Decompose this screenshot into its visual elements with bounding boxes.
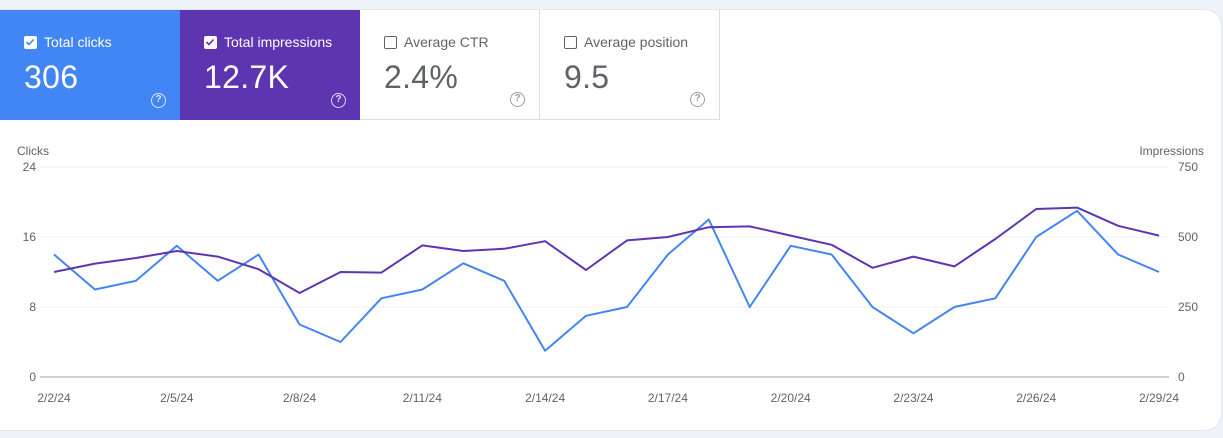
- x-tick-label: 2/14/24: [525, 391, 565, 405]
- help-icon[interactable]: ?: [510, 92, 525, 107]
- x-tick-label: 2/2/24: [37, 391, 71, 405]
- metric-label: Total clicks: [44, 34, 112, 50]
- x-tick-label: 2/26/24: [1016, 391, 1056, 405]
- series-line-clicks: [53, 209, 1160, 352]
- checkbox-unchecked-icon[interactable]: [564, 35, 577, 49]
- series-line-impressions: [53, 206, 1160, 294]
- help-icon[interactable]: ?: [331, 93, 346, 108]
- left-tick-label: 24: [23, 160, 37, 174]
- metric-label: Average CTR: [404, 34, 489, 50]
- metric-card-total-impressions[interactable]: Total impressions 12.7K ?: [180, 10, 360, 120]
- metric-value: 306: [24, 59, 79, 95]
- right-tick-label: 0: [1178, 370, 1185, 384]
- left-tick-label: 8: [29, 300, 36, 314]
- performance-panel: Total clicks 306 ? Total impressions 12.…: [0, 10, 1221, 430]
- left-axis-label: Clicks: [17, 144, 49, 158]
- x-tick-label: 2/17/24: [648, 391, 688, 405]
- checkbox-checked-icon[interactable]: [204, 35, 217, 49]
- metric-card-average-position[interactable]: Average position 9.5 ?: [540, 10, 720, 120]
- metric-value: 12.7K: [204, 59, 290, 95]
- chart-grid: [40, 166, 1169, 378]
- right-tick-label: 500: [1178, 230, 1198, 244]
- checkbox-unchecked-icon[interactable]: [384, 35, 397, 49]
- help-icon[interactable]: ?: [151, 93, 166, 108]
- left-tick-label: 0: [29, 370, 36, 384]
- chart-lines: [53, 206, 1160, 352]
- x-tick-label: 2/11/24: [403, 391, 442, 405]
- x-tick-label: 2/29/24: [1139, 391, 1179, 405]
- right-tick-label: 250: [1178, 300, 1198, 314]
- x-tick-label: 2/8/24: [283, 391, 317, 405]
- x-tick-label: 2/5/24: [160, 391, 194, 405]
- help-icon[interactable]: ?: [690, 92, 705, 107]
- right-tick-label: 750: [1178, 160, 1198, 174]
- metric-card-average-ctr[interactable]: Average CTR 2.4% ?: [360, 10, 540, 120]
- performance-chart: 0 0 8 250 16 500 24 750 Clicks Impressions 2/2/24 2…: [17, 144, 1204, 405]
- checkbox-checked-icon[interactable]: [24, 35, 37, 49]
- metric-value: 9.5: [564, 59, 610, 95]
- metric-value: 2.4%: [384, 59, 459, 95]
- left-tick-label: 16: [23, 230, 37, 244]
- metric-card-total-clicks[interactable]: Total clicks 306 ?: [0, 10, 180, 120]
- metric-cards: Total clicks 306 ? Total impressions 12.…: [0, 10, 720, 120]
- metric-label: Average position: [584, 34, 689, 50]
- x-tick-label: 2/20/24: [771, 391, 811, 405]
- chart-labels: 0 0 8 250 16 500 24 750 Clicks Impressions 2/2/24 2…: [17, 144, 1204, 405]
- metric-label: Total impressions: [224, 34, 333, 50]
- right-axis-label: Impressions: [1139, 144, 1204, 158]
- x-tick-label: 2/23/24: [893, 391, 933, 405]
